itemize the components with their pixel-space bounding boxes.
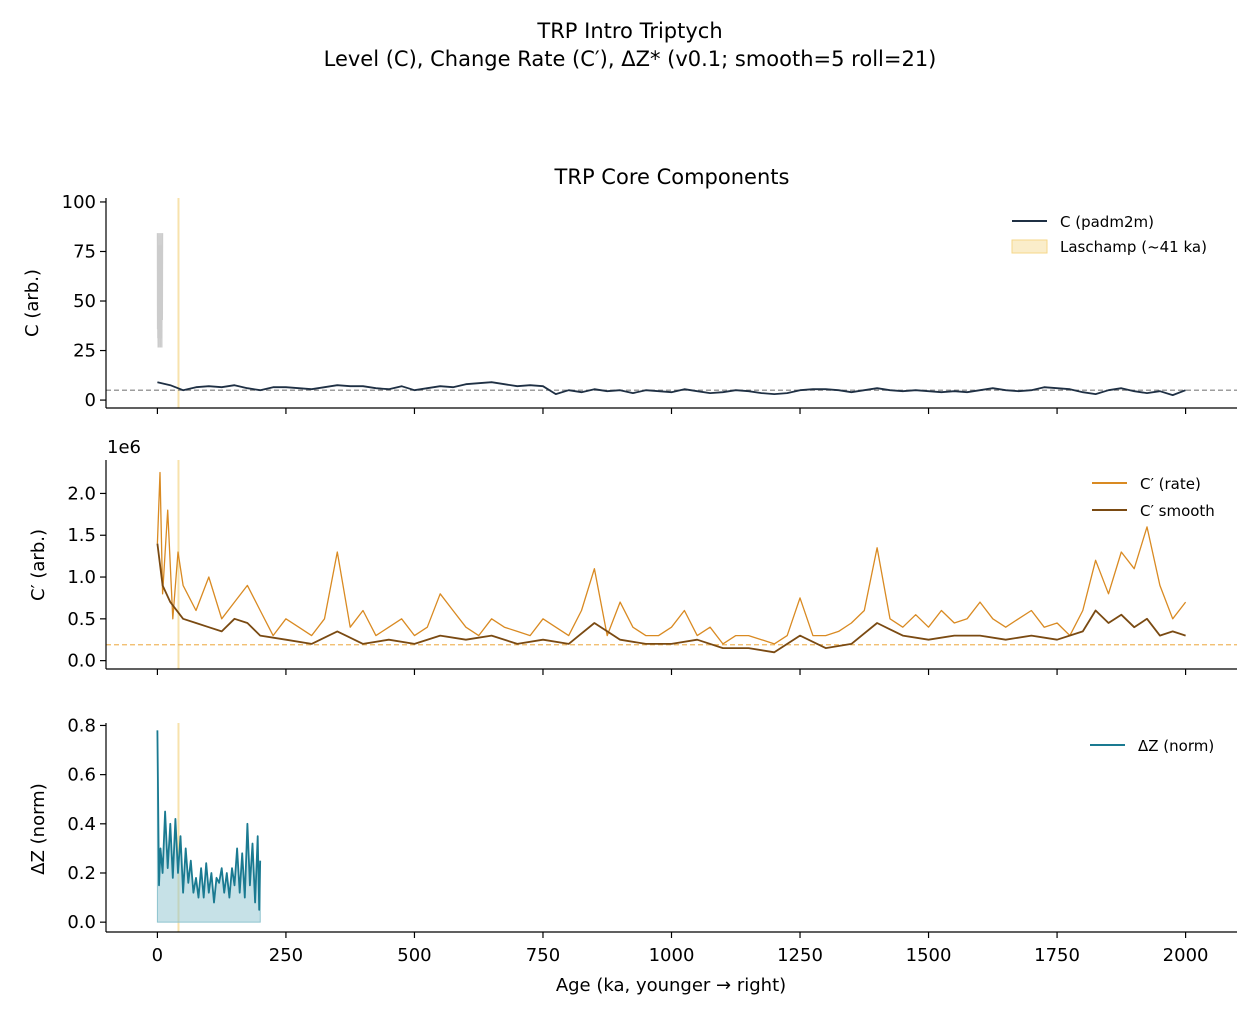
y-tick-label: 1.5 bbox=[67, 525, 96, 546]
x-tick-label: 2000 bbox=[1163, 945, 1209, 966]
legend-label-c-smooth: C′ smooth bbox=[1140, 502, 1215, 520]
y-tick-label: 1.0 bbox=[67, 567, 96, 588]
y-tick-label: 0.8 bbox=[67, 715, 96, 736]
legend-label-c-rate: C′ (rate) bbox=[1140, 475, 1201, 493]
rate-offset-text: 1e6 bbox=[107, 437, 141, 458]
x-tick-label: 500 bbox=[397, 945, 431, 966]
y-tick-label: 75 bbox=[73, 241, 96, 262]
y-tick-label: 0.0 bbox=[67, 912, 96, 933]
x-tick-label: 1250 bbox=[777, 945, 823, 966]
series-c-smooth bbox=[156, 543, 1186, 654]
y-tick-label: 0.6 bbox=[67, 765, 96, 786]
y-tick-label: 2.0 bbox=[67, 483, 96, 504]
x-tick-label: 250 bbox=[269, 945, 303, 966]
legend-swatch-laschamp bbox=[1011, 239, 1048, 254]
level-legend: C (padm2m) Laschamp (~41 ka) bbox=[1011, 213, 1207, 256]
axes-title: TRP Core Components bbox=[554, 165, 790, 189]
ylabel-level: C (arb.) bbox=[22, 269, 43, 337]
panel-dz: 0.0 0.2 0.4 0.6 0.8 0 250 500 750 1000 1250 1500 175… bbox=[28, 715, 1237, 966]
series-c-raw-early bbox=[156, 233, 164, 348]
dz-series-layer: 0.0 0.2 0.4 0.6 0.8 0 250 500 750 1000 1250 1500 175… bbox=[67, 715, 1237, 966]
y-tick-label: 100 bbox=[62, 192, 96, 213]
y-tick-label: 0 bbox=[85, 390, 96, 411]
level-series-layer: 0 25 50 75 100 bbox=[62, 192, 1237, 414]
rate-series-layer: 0.0 0.5 1.0 1.5 2.0 bbox=[67, 460, 1237, 675]
ylabel-dz: ΔZ (norm) bbox=[28, 783, 49, 874]
y-tick-label: 25 bbox=[73, 341, 96, 362]
y-tick-label: 0.4 bbox=[67, 814, 96, 835]
y-tick-label: 0.5 bbox=[67, 609, 96, 630]
dz-legend: ΔZ (norm) bbox=[1090, 737, 1214, 755]
x-tick-label: 750 bbox=[526, 945, 560, 966]
suptitle-line-1: TRP Intro Triptych bbox=[536, 19, 722, 43]
x-tick-label: 1750 bbox=[1034, 945, 1080, 966]
rate-legend: C′ (rate) C′ smooth bbox=[1092, 475, 1215, 520]
series-c-rate bbox=[156, 471, 1187, 645]
legend-label-c-padm2m: C (padm2m) bbox=[1060, 213, 1154, 231]
x-tick-label: 0 bbox=[152, 945, 163, 966]
x-tick-label: 1000 bbox=[649, 945, 695, 966]
series-c-padm2m bbox=[157, 381, 1186, 396]
suptitle-line-2: Level (C), Change Rate (C′), ΔZ* (v0.1; … bbox=[324, 47, 937, 71]
y-tick-label: 0.2 bbox=[67, 863, 96, 884]
y-tick-label: 50 bbox=[73, 291, 96, 312]
ylabel-rate: C′ (arb.) bbox=[28, 529, 49, 601]
legend-label-laschamp: Laschamp (~41 ka) bbox=[1060, 238, 1207, 256]
legend-label-dz: ΔZ (norm) bbox=[1138, 737, 1214, 755]
y-tick-label: 0.0 bbox=[67, 651, 96, 672]
panel-rate: 0.00.51.01.52.0 C′ (rate) C′ smooth 1e6 … bbox=[28, 437, 1237, 675]
xlabel: Age (ka, younger → right) bbox=[556, 975, 786, 996]
series-z-norm bbox=[156, 730, 262, 911]
x-tick-label: 1500 bbox=[906, 945, 952, 966]
